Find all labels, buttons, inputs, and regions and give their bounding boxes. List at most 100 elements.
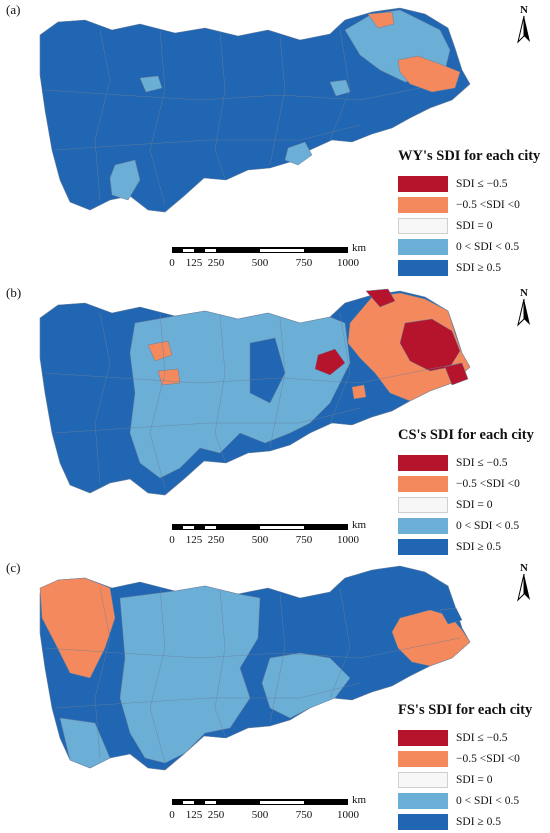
region-highlight	[329, 79, 351, 97]
legend-swatch	[398, 792, 448, 809]
scale-unit: km	[352, 519, 367, 531]
region-highlight	[147, 340, 173, 362]
scale-bar-track	[172, 799, 348, 805]
scale-segment	[260, 525, 304, 529]
legend: CS's SDI for each city SDI ≤ −0.5 −0.5 <…	[398, 427, 548, 557]
legend-label: SDI ≤ −0.5	[456, 456, 508, 469]
scale-bar: km 0 125 250 500 750 1000	[169, 519, 370, 554]
legend-item: SDI = 0	[398, 494, 548, 515]
city-boundaries	[44, 29, 461, 206]
scale-tick: 500	[251, 257, 269, 269]
scale-tick: 1000	[337, 257, 359, 269]
scale-tick: 1000	[337, 809, 359, 821]
region-highlight	[119, 585, 261, 764]
legend-label: 0 < SDI < 0.5	[456, 240, 520, 253]
legend-label: SDI ≥ 0.5	[456, 815, 501, 828]
legend-item: 0 < SDI < 0.5	[398, 515, 548, 536]
scale-segment	[205, 800, 216, 804]
scale-tick: 750	[295, 809, 313, 821]
legend-swatch	[398, 475, 448, 492]
region-highlight	[59, 717, 111, 769]
legend-swatch	[398, 217, 448, 234]
scale-tick: 0	[169, 257, 175, 269]
legend-label: SDI ≤ −0.5	[456, 177, 508, 190]
legend-swatch	[398, 238, 448, 255]
panel-label: (c)	[6, 560, 21, 575]
scale-segment	[260, 800, 304, 804]
choropleth-map	[39, 7, 471, 213]
legend-swatch	[398, 538, 448, 555]
legend-item: SDI ≤ −0.5	[398, 727, 548, 748]
choropleth-map	[39, 288, 471, 496]
legend-item: 0 < SDI < 0.5	[398, 790, 548, 811]
north-arrow: N	[509, 4, 539, 44]
legend-label: SDI = 0	[456, 773, 493, 786]
panel-label: (a)	[6, 2, 21, 17]
scale-tick: 750	[295, 257, 313, 269]
legend-label: 0 < SDI < 0.5	[456, 519, 520, 532]
map-panel-c: (c) N FS's SDI for each city SDI ≤ −0.5 …	[0, 558, 550, 833]
legend-swatch	[398, 259, 448, 276]
scale-segment	[205, 248, 216, 252]
scale-tick: 0	[169, 534, 175, 546]
scale-unit: km	[352, 794, 367, 806]
legend-item: SDI = 0	[398, 769, 548, 790]
city-boundaries	[44, 587, 461, 764]
region-highlight	[444, 362, 469, 386]
legend-item: SDI = 0	[398, 215, 548, 236]
region-highlight	[351, 384, 367, 400]
scale-bar-track	[172, 247, 348, 253]
scale-segment	[260, 248, 304, 252]
region-highlight	[314, 348, 346, 376]
legend-swatch	[398, 175, 448, 192]
legend-item: SDI ≥ 0.5	[398, 811, 548, 832]
legend-swatch	[398, 517, 448, 534]
legend-title: CS's SDI for each city	[398, 427, 534, 443]
region-highlight	[439, 607, 463, 625]
scale-tick: 1000	[337, 534, 359, 546]
legend-item: SDI ≥ 0.5	[398, 257, 548, 278]
legend-item: 0 < SDI < 0.5	[398, 236, 548, 257]
scale-segment	[183, 248, 194, 252]
region-outline	[39, 7, 471, 213]
north-arrow-icon	[517, 573, 530, 602]
scale-segment	[205, 525, 216, 529]
scale-bar: km 0 125 250 500 750 1000	[169, 242, 370, 277]
scale-tick: 125	[185, 257, 203, 269]
legend-label: −0.5 <SDI <0	[456, 752, 520, 765]
city-boundaries	[44, 312, 461, 489]
region-highlight	[365, 288, 396, 308]
scale-tick: 500	[251, 809, 269, 821]
legend-swatch	[398, 813, 448, 830]
legend-label: SDI ≥ 0.5	[456, 540, 501, 553]
region-highlight	[284, 141, 313, 166]
north-label: N	[520, 4, 528, 16]
scale-segment	[183, 800, 194, 804]
scale-tick: 0	[169, 809, 175, 821]
region-highlight	[39, 577, 116, 679]
legend-label: −0.5 <SDI <0	[456, 198, 520, 211]
panel-label: (b)	[6, 285, 22, 300]
legend-swatch	[398, 454, 448, 471]
region-highlight	[157, 368, 181, 386]
region-highlight	[367, 11, 395, 29]
legend-label: SDI = 0	[456, 498, 493, 511]
legend-title: FS's SDI for each city	[398, 702, 533, 718]
north-arrow-icon	[517, 298, 530, 327]
scale-bar: km 0 125 250 500 750 1000	[169, 794, 370, 829]
scale-tick: 250	[207, 809, 225, 821]
legend-item: SDI ≥ 0.5	[398, 536, 548, 557]
north-label: N	[520, 287, 528, 299]
legend: FS's SDI for each city SDI ≤ −0.5 −0.5 <…	[398, 702, 548, 832]
scale-tick: 500	[251, 534, 269, 546]
legend-label: 0 < SDI < 0.5	[456, 794, 520, 807]
legend-item: SDI ≤ −0.5	[398, 452, 548, 473]
region-highlight	[109, 159, 141, 201]
region-highlight	[397, 55, 461, 93]
legend: WY's SDI for each city SDI ≤ −0.5 −0.5 <…	[398, 148, 548, 278]
scale-unit: km	[352, 242, 367, 254]
map-panel-b: (b) N CS's SDI for each city SDI ≤	[0, 283, 550, 558]
scale-tick: 750	[295, 534, 313, 546]
north-arrow: N	[509, 562, 539, 602]
legend-swatch	[398, 750, 448, 767]
